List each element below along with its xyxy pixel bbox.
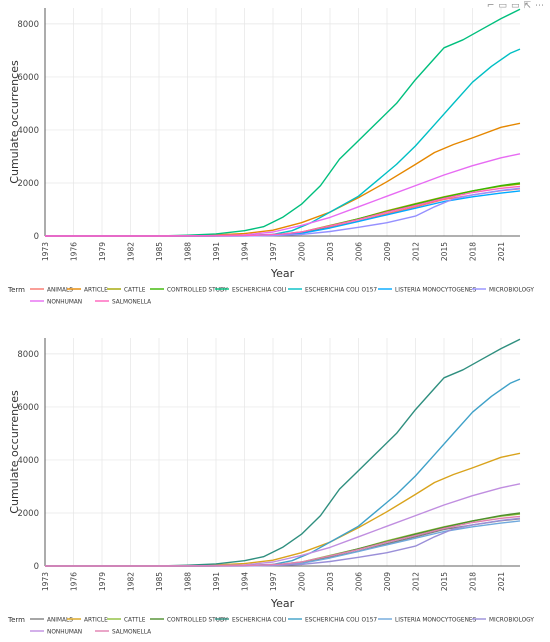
series-line-nonhuman (45, 153, 521, 237)
legend-label: ARTICLE (84, 618, 108, 624)
more-icon[interactable]: ⋯ (535, 1, 544, 11)
series-line-nonhuman (45, 483, 521, 567)
x-axis-title: Year (270, 597, 295, 610)
x-tick-label: 1979 (98, 242, 107, 261)
legend-label: ESCHERICHIA COLI (232, 618, 287, 624)
x-tick-label: 2012 (412, 572, 421, 591)
y-tick-label: 6000 (17, 73, 39, 83)
legend-label: CATTLE (124, 288, 146, 294)
x-tick-label: 2006 (355, 572, 364, 591)
y-tick-label: 0 (34, 232, 39, 242)
x-tick-label: 2021 (497, 242, 506, 261)
x-tick-label: 2018 (469, 572, 478, 591)
legend-label: SALMONELLA (112, 630, 151, 636)
x-tick-label: 1991 (212, 242, 221, 261)
y-axis-title: Cumulate occurrences (8, 390, 21, 514)
chart-panel-top: 0 2000 4000 6000 8000 1973 1976 1979 1982 1985 198… (0, 0, 550, 312)
x-tick-label: 1982 (127, 242, 136, 261)
legend-label: NONHUMAN (47, 630, 82, 636)
x-tick-label: 1976 (70, 572, 79, 591)
y-tick-label: 8000 (17, 20, 39, 30)
x-tick-label: 1976 (70, 242, 79, 261)
line-chart-top: 0 2000 4000 6000 8000 1973 1976 1979 1982 1985 198… (7, 8, 534, 306)
legend-label: ESCHERICHIA COLI O157 (305, 288, 377, 294)
legend-label: MICROBIOLOGY (489, 288, 534, 294)
legend-label: CONTROLLED STUDY (167, 288, 228, 294)
x-tick-label: 2006 (355, 242, 364, 261)
series-line-escherichia-coli (45, 8, 521, 237)
x-tick-label: 2009 (383, 242, 392, 261)
series-line-salmonella (45, 185, 521, 237)
x-tick-label: 2003 (326, 572, 335, 591)
line-chart-bottom: 0 2000 4000 6000 8000 1973 1976 1979 1982 1985 198… (7, 338, 534, 636)
series-line-salmonella (45, 515, 521, 567)
y-axis-title: Cumulate occurrences (8, 60, 21, 184)
chart-toolbar: ⌐ ▭ ▭ ⇱ ⋯ (487, 1, 544, 11)
legend-label: CATTLE (124, 618, 146, 624)
x-tick-label: 1982 (127, 572, 136, 591)
x-tick-label: 1991 (212, 572, 221, 591)
legend-label: ANIMALS (47, 288, 73, 294)
legend-label: CONTROLLED STUDY (167, 618, 228, 624)
x-tick-label: 1988 (184, 242, 193, 261)
x-tick-label: 1973 (41, 572, 50, 591)
x-tick-label: 2000 (298, 572, 307, 591)
legend-title: Term (7, 286, 25, 294)
x-tick-label: 2021 (497, 572, 506, 591)
series-line-article (45, 122, 521, 237)
x-tick-label: 2015 (440, 242, 449, 261)
y-tick-label: 6000 (17, 403, 39, 413)
chart-icon[interactable]: ▭ (498, 1, 507, 11)
legend-label: ANIMALS (47, 618, 73, 624)
y-tick-label: 2000 (17, 179, 39, 189)
pin-icon[interactable]: ⌐ (486, 1, 495, 11)
legend-label: MICROBIOLOGY (489, 618, 534, 624)
legend-label: ESCHERICHIA COLI O157 (305, 618, 377, 624)
x-tick-label: 1985 (155, 572, 164, 591)
legend-title: Term (7, 616, 25, 624)
x-tick-label: 1988 (184, 572, 193, 591)
x-tick-label: 1994 (241, 242, 250, 261)
series-line-article (45, 452, 521, 567)
legend-label: ARTICLE (84, 288, 108, 294)
x-tick-label: 1997 (269, 572, 278, 591)
x-tick-label: 2000 (298, 242, 307, 261)
y-tick-label: 4000 (17, 126, 39, 136)
x-tick-label: 1997 (269, 242, 278, 261)
x-axis-title: Year (270, 267, 295, 280)
y-tick-label: 8000 (17, 350, 39, 360)
series-line-escherichia-coli (45, 338, 521, 567)
x-tick-label: 2009 (383, 572, 392, 591)
x-tick-label: 2018 (469, 242, 478, 261)
x-tick-label: 1994 (241, 572, 250, 591)
x-tick-label: 1973 (41, 242, 50, 261)
y-tick-label: 4000 (17, 456, 39, 466)
x-tick-label: 2003 (326, 242, 335, 261)
x-tick-label: 2012 (412, 242, 421, 261)
legend-label: LISTERIA MONOCYTOGENES (395, 288, 477, 294)
expand-icon[interactable]: ⇱ (523, 1, 531, 11)
chart-panel-bottom: 0 2000 4000 6000 8000 1973 1976 1979 1982 1985 198… (0, 330, 550, 642)
table-icon[interactable]: ▭ (510, 1, 520, 11)
legend-label: LISTERIA MONOCYTOGENES (395, 618, 477, 624)
y-tick-label: 2000 (17, 509, 39, 519)
y-tick-label: 0 (34, 562, 39, 572)
x-tick-label: 2015 (440, 572, 449, 591)
legend-label: NONHUMAN (47, 300, 82, 306)
legend-label: SALMONELLA (112, 300, 151, 306)
x-tick-label: 1985 (155, 242, 164, 261)
legend-label: ESCHERICHIA COLI (232, 288, 287, 294)
x-tick-label: 1979 (98, 572, 107, 591)
